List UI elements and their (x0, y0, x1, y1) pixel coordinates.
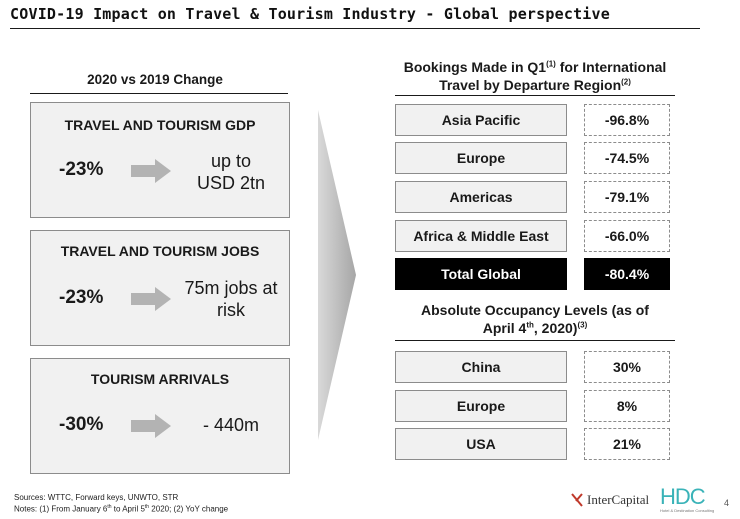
panel-value-line: 75m jobs at (184, 278, 278, 298)
country-label: Europe (395, 390, 567, 422)
occupancy-heading-line1: Absolute Occupancy Levels (as of (421, 302, 649, 318)
intercapital-mark-icon (571, 493, 583, 507)
panel-percent: -23% (59, 159, 104, 180)
ordinal-suffix: th (107, 504, 112, 510)
left-section-heading: 2020 vs 2019 Change (87, 72, 223, 87)
panel-value-line: USD 2tn (196, 173, 266, 193)
heading-text: Travel by Departure Region (439, 77, 622, 93)
left-heading-underline (30, 93, 288, 94)
page-number: 4 (724, 498, 730, 508)
total-global-label: Total Global (395, 258, 567, 290)
footnotes: Notes: (1) From January 6th to April 5th… (14, 504, 228, 514)
intercapital-logo: InterCapital (570, 490, 649, 510)
region-label: Americas (395, 181, 567, 213)
occupancy-heading-line2: April 4th, 2020)(3) (395, 319, 675, 337)
footnote-text: 2020; (2) YoY change (149, 504, 229, 514)
intercapital-logo-text: InterCapital (587, 492, 650, 507)
region-label: Europe (395, 142, 567, 174)
page-title: COVID-19 Impact on Travel & Tourism Indu… (10, 5, 610, 23)
footnote-text: Notes: (1) From January 6 (14, 504, 108, 514)
country-label: USA (395, 428, 567, 460)
hdc-logo-tagline: Hotel & Destination Consulting (660, 508, 715, 513)
heading-text: April 4 (482, 320, 527, 336)
footnote-marker: (2) (621, 77, 631, 87)
arrivals-panel: TOURISM ARRIVALS -30% - 440m (30, 358, 290, 474)
panel-value-line: risk (217, 300, 245, 320)
footnote-text: to April 5 (111, 504, 145, 514)
country-value: 21% (584, 428, 670, 460)
ordinal-suffix: th (144, 504, 150, 510)
panel-value: 75m jobs at risk (181, 277, 281, 321)
total-global-value: -80.4% (584, 258, 670, 290)
heading-text: for International (555, 59, 667, 75)
hdc-logo-text: HDC (660, 484, 706, 509)
gdp-panel: TRAVEL AND TOURISM GDP -23% up to USD 2t… (30, 102, 290, 218)
bookings-heading-line1: Bookings Made in Q1(1) for International (395, 58, 675, 76)
panel-value: - 440m (181, 414, 281, 436)
bookings-heading: Bookings Made in Q1(1) for International… (395, 58, 675, 94)
chevron-right-icon (318, 110, 356, 440)
jobs-panel: TRAVEL AND TOURISM JOBS -23% 75m jobs at… (30, 230, 290, 346)
title-underline (10, 28, 700, 29)
occupancy-heading-underline (395, 340, 675, 341)
heading-text: Bookings Made in Q1 (403, 59, 547, 75)
region-label: Africa & Middle East (395, 220, 567, 252)
panel-value-line: up to (210, 151, 252, 171)
panel-percent: -23% (59, 287, 104, 308)
arrow-right-icon (131, 159, 171, 183)
panel-title: TRAVEL AND TOURISM JOBS (60, 243, 260, 259)
region-value: -66.0% (584, 220, 670, 252)
occupancy-heading: Absolute Occupancy Levels (as of April 4… (395, 301, 675, 337)
region-label: Asia Pacific (395, 104, 567, 136)
region-value: -74.5% (584, 142, 670, 174)
arrow-right-icon (131, 414, 171, 438)
bookings-heading-line2: Travel by Departure Region(2) (395, 76, 675, 94)
panel-value-line: - 440m (202, 415, 260, 435)
ordinal-suffix: th (526, 320, 534, 330)
country-value: 8% (584, 390, 670, 422)
footnote-marker: (1) (546, 59, 556, 69)
hdc-logo: HDC Hotel & Destination Consulting (660, 484, 718, 514)
region-value: -96.8% (584, 104, 670, 136)
country-value: 30% (584, 351, 670, 383)
bookings-heading-underline (395, 95, 675, 96)
panel-title: TOURISM ARRIVALS (90, 371, 230, 387)
sources-note: Sources: WTTC, Forward keys, UNWTO, STR (14, 493, 179, 502)
heading-text: , 2020) (533, 320, 578, 336)
panel-value: up to USD 2tn (181, 150, 281, 194)
arrow-right-icon (131, 287, 171, 311)
footnote-marker: (3) (577, 320, 588, 330)
region-value: -79.1% (584, 181, 670, 213)
panel-percent: -30% (59, 414, 104, 435)
panel-title: TRAVEL AND TOURISM GDP (64, 117, 256, 133)
country-label: China (395, 351, 567, 383)
